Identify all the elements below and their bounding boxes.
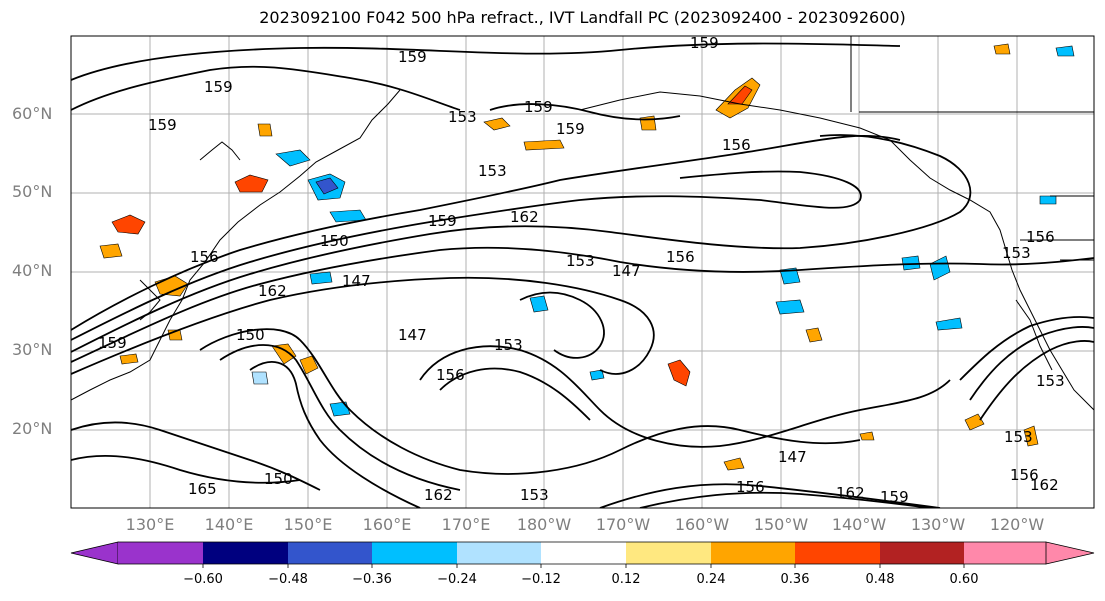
contour-label: 150 xyxy=(236,326,265,344)
map-frame xyxy=(70,35,1095,509)
contour-label: 153 xyxy=(494,336,523,354)
coastlines xyxy=(71,36,1094,411)
contour-label: 147 xyxy=(612,262,641,280)
lon-label-160e: 160°E xyxy=(362,515,412,534)
contour-label: 153 xyxy=(1002,244,1031,262)
contour-label: 156 xyxy=(190,248,219,266)
colorbar-segment xyxy=(880,542,964,564)
colorbar-tick-label: 0.60 xyxy=(949,572,979,587)
colorbar-tick-label: 0.48 xyxy=(865,572,895,587)
contour-label: 156 xyxy=(666,248,695,266)
lat-label-60n: 60°N xyxy=(12,104,53,123)
lat-label-50n: 50°N xyxy=(12,182,53,201)
lon-label-160w: 160°W xyxy=(674,515,730,534)
colorbar-segment xyxy=(457,542,541,564)
colorbar-tick-label: 0.24 xyxy=(696,572,726,587)
contour-label: 159 xyxy=(428,212,457,230)
contour-label: 159 xyxy=(98,334,127,352)
shading-positive xyxy=(99,43,1039,471)
contour-label: 156 xyxy=(736,478,765,496)
contour-label: 153 xyxy=(448,108,477,126)
contour-label: 159 xyxy=(880,488,909,506)
contour-label: 165 xyxy=(188,480,217,498)
colorbar-tick-label: 0.36 xyxy=(780,572,810,587)
contour-label: 159 xyxy=(204,78,233,96)
contour-label: 147 xyxy=(342,272,371,290)
colorbar-segment xyxy=(203,542,288,564)
shading-negative xyxy=(251,45,1075,417)
lon-label-130e: 130°E xyxy=(125,515,175,534)
contour-label: 159 xyxy=(556,120,585,138)
contour-label: 159 xyxy=(524,98,553,116)
contour-label: 156 xyxy=(722,136,751,154)
colorbar-tick-label: −0.60 xyxy=(183,572,223,587)
contour-label: 162 xyxy=(1030,476,1059,494)
contour-label: 159 xyxy=(148,116,177,134)
colorbar-segment xyxy=(70,541,119,565)
colorbar-segment xyxy=(626,542,711,564)
contour-label: 150 xyxy=(264,470,293,488)
map-title: 2023092100 F042 500 hPa refract., IVT La… xyxy=(259,8,906,27)
contour-label: 156 xyxy=(1026,228,1055,246)
contour-label: 153 xyxy=(478,162,507,180)
colorbar xyxy=(70,541,1095,568)
contour-label: 162 xyxy=(510,208,539,226)
contour-label: 156 xyxy=(436,366,465,384)
contour-label: 147 xyxy=(398,326,427,344)
contour-label: 153 xyxy=(1036,372,1065,390)
colorbar-tick-label: −0.12 xyxy=(521,572,561,587)
colorbar-segment xyxy=(541,542,626,564)
contour-label: 162 xyxy=(424,486,453,504)
contour-label: 153 xyxy=(566,252,595,270)
colorbar-segment xyxy=(1045,541,1095,565)
contour-label: 159 xyxy=(690,34,719,52)
lon-label-140e: 140°E xyxy=(204,515,254,534)
refractivity-contours xyxy=(71,42,1094,508)
contour-label: 147 xyxy=(778,448,807,466)
lon-label-170e: 170°E xyxy=(441,515,491,534)
lon-label-180w: 180°W xyxy=(516,515,572,534)
lon-label-170w: 170°W xyxy=(595,515,651,534)
lon-label-140w: 140°W xyxy=(831,515,887,534)
lat-label-20n: 20°N xyxy=(12,419,53,438)
lon-label-150w: 150°W xyxy=(753,515,809,534)
colorbar-segment xyxy=(118,542,203,564)
colorbar-tick-label: −0.24 xyxy=(437,572,477,587)
contour-label: 162 xyxy=(258,282,287,300)
lon-label-130w: 130°W xyxy=(910,515,966,534)
colorbar-segment xyxy=(372,542,457,564)
lon-label-150e: 150°E xyxy=(283,515,333,534)
colorbar-tick-label: 0.12 xyxy=(611,572,641,587)
colorbar-segment xyxy=(711,542,795,564)
colorbar-segment xyxy=(288,542,372,564)
lat-label-30n: 30°N xyxy=(12,340,53,359)
lat-label-40n: 40°N xyxy=(12,261,53,280)
contour-label: 153 xyxy=(520,486,549,504)
colorbar-segment xyxy=(795,542,880,564)
contour-label: 162 xyxy=(836,484,865,502)
contour-label-group: 159 159 159 159 159 159 156 156 156 153 … xyxy=(98,34,1065,506)
colorbar-tick-label: −0.36 xyxy=(352,572,392,587)
contour-label: 150 xyxy=(320,232,349,250)
contour-label: 156 xyxy=(1010,466,1039,484)
graticule xyxy=(71,36,1094,508)
contour-label: 159 xyxy=(398,48,427,66)
contour-label: 153 xyxy=(1004,428,1033,446)
colorbar-tick-label: −0.48 xyxy=(268,572,308,587)
lon-label-120w: 120°W xyxy=(989,515,1045,534)
colorbar-segment xyxy=(964,542,1046,564)
